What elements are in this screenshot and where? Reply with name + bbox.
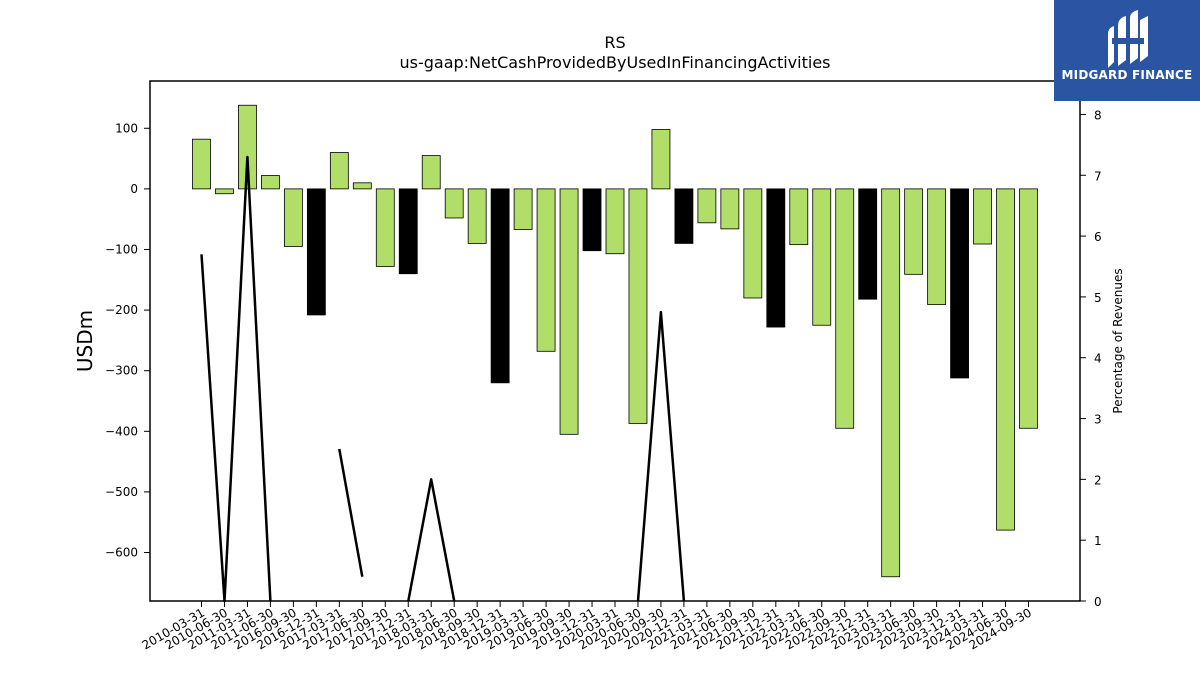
plot-frame (149, 80, 1081, 602)
bar (605, 188, 625, 255)
bar (743, 188, 763, 299)
bar (352, 182, 372, 190)
y-tick-label: −400 (105, 424, 138, 438)
bar (628, 188, 648, 424)
logo: MIDGARD FINANCE (1054, 0, 1200, 101)
bar (789, 188, 809, 246)
y-tick-label: 0 (130, 182, 138, 196)
bar (973, 188, 992, 245)
bars (192, 104, 1038, 578)
y2-tick-label: 3 (1094, 413, 1102, 427)
bar (215, 188, 234, 195)
bar (881, 188, 901, 578)
bar (766, 188, 786, 328)
bar (904, 188, 924, 275)
y-tick-label: −500 (105, 485, 138, 499)
bar (674, 188, 694, 244)
bar (720, 188, 740, 230)
midgard-logo-icon (1108, 10, 1148, 68)
bar (651, 129, 671, 190)
bar (858, 188, 878, 300)
y2-tick-label: 8 (1094, 108, 1102, 122)
x-axis: 2010-03-312010-06-302011-03-312011-06-30… (140, 601, 1034, 652)
y2-tick-label: 7 (1094, 169, 1102, 183)
logo-text: MIDGARD FINANCE (1061, 68, 1193, 82)
y2-tick-label: 4 (1094, 352, 1102, 366)
bar (398, 188, 418, 275)
bar (582, 188, 602, 252)
bar (536, 188, 556, 352)
y2-tick-label: 1 (1094, 534, 1102, 548)
y2-tick-label: 5 (1094, 291, 1102, 305)
bar (950, 188, 969, 379)
bar (835, 188, 855, 429)
y-tick-label: −200 (105, 303, 138, 317)
y-tick-label: −600 (105, 546, 138, 560)
y-axis-label: USDm (73, 310, 97, 372)
bar (1019, 188, 1038, 429)
y2-axis-label: Percentage of Revenues (1111, 268, 1125, 413)
y2-axis: 0 1 2 3 4 5 6 7 8 (1080, 108, 1102, 609)
bar (467, 188, 487, 244)
y2-tick-label: 6 (1094, 230, 1102, 244)
bar (421, 155, 441, 190)
bar (283, 188, 303, 247)
bar (697, 188, 717, 224)
bar (559, 188, 579, 435)
y-tick-label: 100 (115, 121, 138, 135)
line-series (200, 155, 686, 603)
bar (490, 188, 510, 384)
y-axis: 100 0 −100 −200 −300 −400 −500 −600 (105, 121, 150, 560)
bar (996, 188, 1015, 531)
y-tick-label: −100 (105, 242, 138, 256)
bar (444, 188, 464, 219)
bar (329, 152, 349, 190)
y-tick-label: −300 (105, 364, 138, 378)
revenue-percentage-line (200, 155, 686, 603)
chart-subtitle: us-gaap:NetCashProvidedByUsedInFinancing… (399, 53, 830, 72)
bar (375, 188, 395, 267)
bar (927, 188, 947, 306)
bar (192, 138, 211, 190)
bar (812, 188, 832, 326)
y2-tick-label: 2 (1094, 473, 1102, 487)
chart-title: RS (604, 33, 625, 52)
y2-tick-label: 0 (1094, 595, 1102, 609)
bar (261, 175, 280, 190)
bar (513, 188, 533, 230)
bar (306, 188, 326, 316)
bar (238, 104, 257, 190)
